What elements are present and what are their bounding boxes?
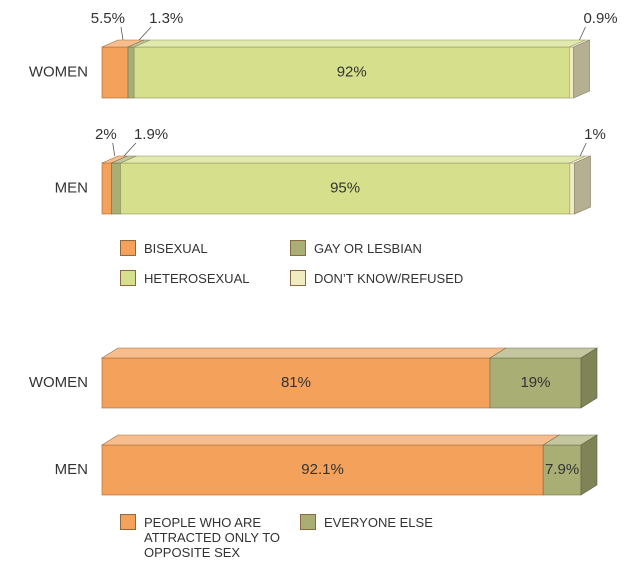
bar-segment-side <box>573 39 590 99</box>
legend-label: PEOPLE WHO ARE ATTRACTED ONLY TO OPPOSIT… <box>144 515 281 560</box>
bar-segment-top <box>488 347 599 359</box>
legend-swatch <box>300 514 316 530</box>
value-label: 7.9% <box>545 461 579 478</box>
bar-segment <box>101 162 112 215</box>
leader-line <box>112 142 116 157</box>
legend-label: DON’T KNOW/REFUSED <box>314 271 464 286</box>
bar-segment <box>101 46 129 99</box>
value-label: 19% <box>520 374 550 391</box>
legend-item: DON’T KNOW/REFUSED <box>290 270 463 286</box>
leader-line <box>120 26 124 41</box>
category-label: MEN <box>55 179 88 196</box>
bar-segment <box>489 357 582 409</box>
value-label: 0.9% <box>583 10 617 27</box>
legend-swatch <box>120 240 136 256</box>
value-label: 2% <box>95 126 117 143</box>
legend-label: GAY OR LESBIAN <box>314 241 422 256</box>
value-label: 92% <box>337 63 367 80</box>
category-label: WOMEN <box>29 63 88 80</box>
value-label: 95% <box>330 179 360 196</box>
bar-segment-top <box>134 39 586 48</box>
legend-item: BISEXUAL <box>120 240 208 256</box>
bar-segment <box>120 162 571 215</box>
leader-line <box>579 142 587 157</box>
legend-label: HETEROSEXUAL <box>144 271 250 286</box>
bar-segment <box>542 444 582 496</box>
bar-segment <box>101 357 491 409</box>
category-label: WOMEN <box>29 374 88 391</box>
legend-swatch <box>120 514 136 530</box>
value-label: 5.5% <box>91 10 125 27</box>
leader-line <box>579 26 586 41</box>
legend-item: PEOPLE WHO ARE ATTRACTED ONLY TO OPPOSIT… <box>120 514 314 560</box>
legend-item: GAY OR LESBIAN <box>290 240 422 256</box>
value-label: 1.3% <box>149 10 183 27</box>
bar-segment <box>569 46 574 99</box>
legend-swatch <box>290 240 306 256</box>
bar-segment-side <box>574 155 591 215</box>
legend-item: HETEROSEXUAL <box>120 270 249 286</box>
legend-item: EVERYONE ELSE <box>300 514 433 530</box>
legend-label: BISEXUAL <box>144 241 208 256</box>
leader-line <box>138 26 152 41</box>
bar-segment-side <box>580 347 598 409</box>
leader-line <box>123 142 137 157</box>
bar-segment <box>569 162 575 215</box>
legend-label: EVERYONE ELSE <box>324 515 433 530</box>
bar-segment-side <box>580 434 598 496</box>
category-label: MEN <box>55 461 88 478</box>
bar-segment-top <box>100 434 561 446</box>
bar-segment-top <box>120 155 586 164</box>
bar-segment <box>111 162 121 215</box>
value-label: 81% <box>281 374 311 391</box>
bar-segment <box>127 46 135 99</box>
bar-segment <box>133 46 570 99</box>
value-label: 1% <box>584 126 606 143</box>
bar-segment <box>101 444 544 496</box>
value-label: 1.9% <box>134 126 168 143</box>
legend-swatch <box>290 270 306 286</box>
legend-swatch <box>120 270 136 286</box>
value-label: 92.1% <box>301 461 344 478</box>
bar-segment-top <box>100 347 508 359</box>
